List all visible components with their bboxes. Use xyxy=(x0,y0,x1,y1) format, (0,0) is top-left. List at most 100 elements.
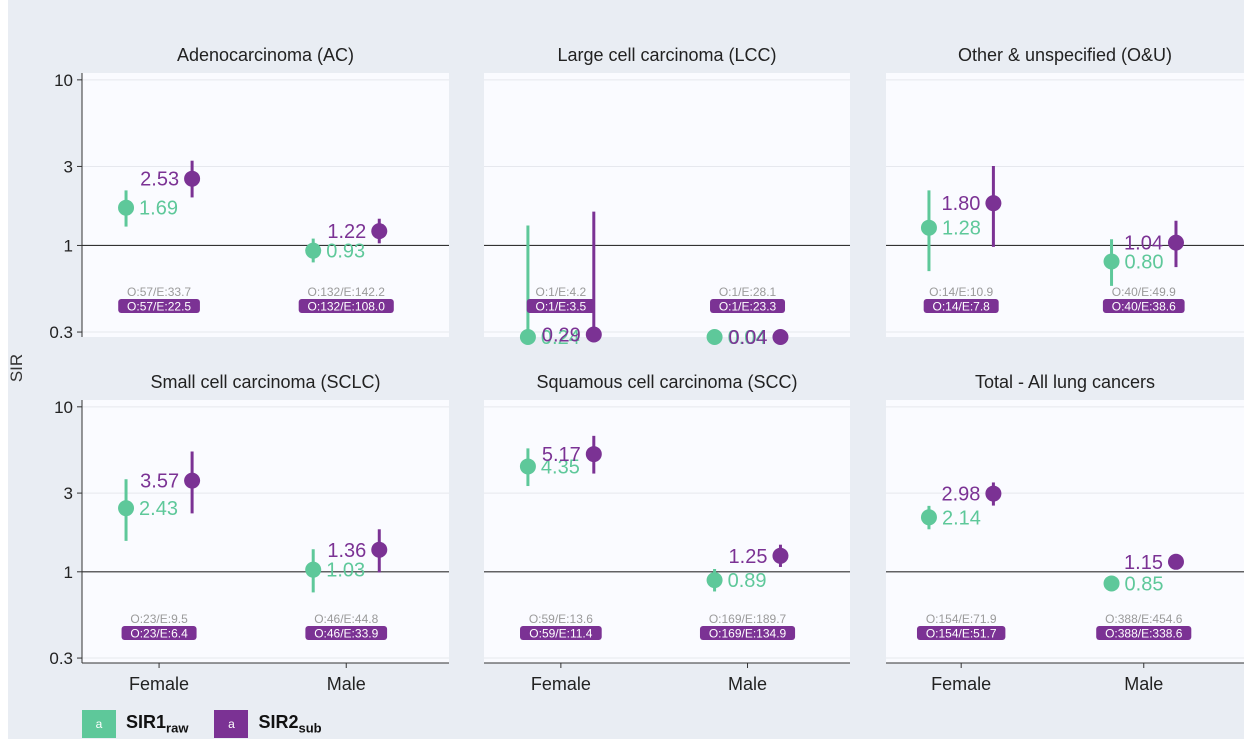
sir2-point xyxy=(371,541,388,558)
sir2-value-label: 1.04 xyxy=(1124,233,1163,255)
sir1-point xyxy=(1103,253,1120,270)
sir2-point xyxy=(985,195,1002,212)
panel-title: Small cell carcinoma (SCLC) xyxy=(150,372,380,392)
sir2-obs-exp-label: O:40/E:38.6 xyxy=(1112,300,1176,314)
panel-title: Squamous cell carcinoma (SCC) xyxy=(536,372,797,392)
legend-key-sir1: a xyxy=(82,710,116,738)
y-tick-label: 0.3 xyxy=(49,649,73,668)
legend-key-sir2: a xyxy=(214,710,249,738)
sir1-obs-exp-label: O:57/E:33.7 xyxy=(127,285,191,299)
sir2-point xyxy=(1167,234,1184,251)
sir2-value-label: 1.25 xyxy=(729,546,768,568)
sir2-obs-exp-badge xyxy=(710,299,786,313)
sir1-value-label: 0.24 xyxy=(541,327,580,349)
sir1-value-label: 1.03 xyxy=(326,560,365,582)
sir2-value-label: 2.53 xyxy=(140,169,179,191)
panel-background xyxy=(886,400,1244,663)
x-tick-label: Female xyxy=(531,674,591,694)
sir2-obs-exp-badge xyxy=(699,626,796,640)
sir1-obs-exp-label: O:169/E:189.7 xyxy=(709,612,787,626)
sir2-obs-exp-label: O:57/E:22.5 xyxy=(127,300,191,314)
sir2-obs-exp-badge xyxy=(923,299,999,313)
sir2-value-label: 2.98 xyxy=(941,484,980,506)
panel-background xyxy=(82,73,449,337)
legend-label-sir1: SIR1raw xyxy=(126,712,189,736)
sir1-value-label: 0.89 xyxy=(728,570,767,592)
sir2-point xyxy=(371,223,388,240)
sir2-point xyxy=(772,329,789,345)
sir2-obs-exp-label: O:46/E:33.9 xyxy=(314,627,378,641)
sir1-obs-exp-label: O:40/E:49.9 xyxy=(1112,285,1176,299)
sir1-value-label: 0.85 xyxy=(1125,573,1164,595)
x-tick-label: Female xyxy=(931,674,991,694)
sir2-point xyxy=(1167,553,1184,570)
legend-item-sir2: a SIR2sub xyxy=(214,710,322,738)
sir2-value-label: 1.22 xyxy=(327,221,366,243)
panel-background xyxy=(886,73,1244,337)
sir1-point xyxy=(519,329,536,345)
sir2-obs-exp-label: O:59/E:11.4 xyxy=(529,627,592,641)
legend: a SIR1raw a SIR2sub xyxy=(82,710,322,738)
sir2-point xyxy=(184,170,201,187)
y-axis-label: SIR xyxy=(7,354,26,382)
sir2-obs-exp-label: O:14/E:7.8 xyxy=(932,300,990,314)
sir2-obs-exp-label: O:154/E:51.7 xyxy=(926,627,997,641)
sir1-point xyxy=(118,199,135,216)
y-tick-label: 10 xyxy=(54,398,73,417)
sir1-point xyxy=(1103,575,1120,592)
panel-title: Total - All lung cancers xyxy=(975,372,1155,392)
sir1-value-label: 0.93 xyxy=(326,241,365,263)
sir2-obs-exp-label: O:169/E:134.9 xyxy=(709,627,787,641)
y-tick-label: 10 xyxy=(54,71,73,90)
panel-background xyxy=(82,400,449,663)
sir2-value-label: 1.80 xyxy=(941,193,980,215)
sir2-obs-exp-badge xyxy=(526,299,596,313)
sir2-obs-exp-badge xyxy=(305,626,388,640)
sir1-point xyxy=(920,219,937,236)
sir1-value-label: 0.04 xyxy=(728,327,767,349)
panel-background xyxy=(484,73,850,337)
sir2-point xyxy=(985,485,1002,502)
sir1-obs-exp-label: O:132/E:142.2 xyxy=(308,285,386,299)
sir2-value-label: 5.17 xyxy=(542,444,581,466)
y-tick-label: 3 xyxy=(64,484,73,503)
sir2-obs-exp-badge xyxy=(118,299,200,313)
sir1-obs-exp-label: O:388/E:454.6 xyxy=(1105,612,1183,626)
sir2-point xyxy=(772,547,789,564)
sir1-point xyxy=(519,458,536,475)
sir1-point xyxy=(706,572,723,589)
panel-background xyxy=(484,400,850,663)
sir1-obs-exp-label: O:46/E:44.8 xyxy=(314,612,378,626)
sir2-value-label: 0.04 xyxy=(729,327,768,349)
x-tick-label: Female xyxy=(129,674,189,694)
legend-label-sir2: SIR2sub xyxy=(258,712,322,736)
sir1-value-label: 2.14 xyxy=(942,507,981,529)
sir2-point xyxy=(585,446,602,463)
sir2-value-label: 1.15 xyxy=(1124,552,1163,574)
y-tick-label: 1 xyxy=(64,563,73,582)
sir2-obs-exp-badge xyxy=(1096,626,1192,640)
sir2-obs-exp-badge xyxy=(520,626,602,640)
sir1-value-label: 0.80 xyxy=(1125,251,1164,273)
sir1-obs-exp-label: O:1/E:4.2 xyxy=(536,285,587,299)
sir1-value-label: 4.35 xyxy=(541,456,580,478)
sir2-point xyxy=(184,472,201,489)
sir2-obs-exp-badge xyxy=(916,626,1006,640)
panel-title: Large cell carcinoma (LCC) xyxy=(557,45,776,65)
sir2-value-label: 0.29 xyxy=(542,324,581,346)
sir1-point xyxy=(305,242,322,259)
sir2-obs-exp-label: O:1/E:23.3 xyxy=(719,300,777,314)
panel-title: Adenocarcinoma (AC) xyxy=(177,45,354,65)
y-tick-label: 3 xyxy=(64,157,73,176)
sir2-value-label: 1.36 xyxy=(327,540,366,562)
sir2-obs-exp-label: O:388/E:338.6 xyxy=(1105,627,1183,641)
sir1-obs-exp-label: O:14/E:10.9 xyxy=(929,285,993,299)
sir1-obs-exp-label: O:59/E:13.6 xyxy=(529,612,593,626)
sir1-point xyxy=(118,500,135,517)
sir1-obs-exp-label: O:1/E:28.1 xyxy=(719,285,777,299)
panel-title: Other & unspecified (O&U) xyxy=(958,45,1172,65)
sir1-obs-exp-label: O:154/E:71.9 xyxy=(926,612,997,626)
sir2-obs-exp-label: O:23/E:6.4 xyxy=(130,627,188,641)
x-tick-label: Male xyxy=(1124,674,1163,694)
sir1-value-label: 2.43 xyxy=(139,498,178,520)
